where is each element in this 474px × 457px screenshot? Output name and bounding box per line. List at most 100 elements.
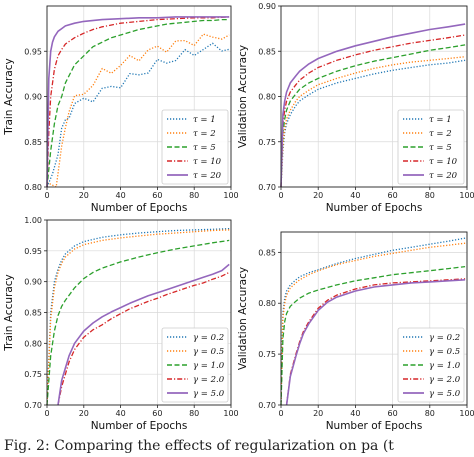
x-tick-label: 60 — [152, 191, 162, 200]
x-axis-label: Number of Epochs — [91, 420, 188, 432]
x-tick-label: 0 — [44, 409, 49, 418]
x-tick-label: 100 — [459, 191, 474, 200]
legend-entry: τ = 1 — [193, 115, 216, 125]
x-tick-label: 60 — [388, 409, 398, 418]
y-tick-label: 0.85 — [24, 138, 42, 147]
legend-entry: γ = 0.2 — [193, 333, 224, 343]
x-tick-label: 40 — [116, 409, 126, 418]
legend-entry: τ = 2 — [193, 129, 216, 139]
y-tick-label: 0.70 — [24, 401, 42, 410]
series-line-3 — [280, 44, 466, 188]
y-tick-label: 0.90 — [24, 93, 42, 102]
figure-caption: Fig. 2: Comparing the effects of regular… — [4, 438, 394, 454]
series-line-3 — [46, 18, 230, 188]
y-tick-label: 1.00 — [24, 216, 42, 225]
y-tick-label: 0.75 — [258, 138, 276, 147]
series-line-1 — [280, 237, 466, 406]
legend-entry: τ = 20 — [193, 171, 222, 181]
x-tick-label: 60 — [152, 409, 162, 418]
x-tick-label: 80 — [189, 191, 199, 200]
chart-bottom-right: 0 20 40 60 80 100 0.70 0.75 0.80 0.85 Number of Ep… — [237, 231, 474, 432]
legend-entry: γ = 1.0 — [193, 361, 225, 371]
series-line-5 — [46, 16, 230, 188]
y-tick-label: 0.85 — [24, 309, 42, 318]
series-line-5 — [57, 263, 230, 406]
chart-bottom-left: 0 20 40 60 80 100 0.70 0.75 0.80 0.85 0.90 0.95 1.00… — [3, 216, 239, 432]
legend-entry: γ = 2.0 — [193, 375, 225, 385]
legend-entry: τ = 10 — [193, 157, 222, 167]
y-tick-label: 0.80 — [24, 339, 42, 348]
chart-top-left: 0 20 40 60 80 100 0.80 0.85 0.90 0.95 Number of Ep… — [3, 5, 239, 214]
legend-entry: τ = 2 — [429, 129, 452, 139]
series-line-2 — [280, 242, 466, 406]
x-tick-label: 40 — [350, 409, 360, 418]
y-tick-label: 0.75 — [258, 350, 276, 359]
x-tick-label: 40 — [350, 191, 360, 200]
legend-entry: γ = 5.0 — [193, 389, 225, 399]
legend: τ = 1 τ = 2 τ = 5 τ = 10 τ = 20 — [161, 109, 229, 185]
x-axis-label: Number of Epochs — [326, 202, 423, 214]
legend-box — [397, 109, 465, 185]
y-tick-label: 0.85 — [258, 248, 276, 257]
x-tick-label: 80 — [425, 191, 435, 200]
y-tick-label: 0.80 — [258, 299, 276, 308]
figure: 0 20 40 60 80 100 0.80 0.85 0.90 0.95 Number of Ep… — [3, 2, 474, 432]
x-tick-label: 100 — [223, 191, 238, 200]
x-axis-label: Number of Epochs — [91, 202, 188, 214]
legend-entry: τ = 5 — [429, 143, 452, 153]
legend: γ = 0.2 γ = 0.5 γ = 1.0 γ = 2.0 γ = 5.0 — [161, 327, 229, 403]
y-tick-label: 0.95 — [24, 47, 42, 56]
y-tick-label: 0.70 — [258, 183, 276, 192]
x-axis-label: Number of Epochs — [326, 420, 423, 432]
x-tick-label: 100 — [459, 409, 474, 418]
y-tick-label: 0.90 — [258, 2, 276, 11]
y-axis-label: Train Accuracy — [3, 58, 15, 135]
x-tick-label: 0 — [278, 191, 283, 200]
x-tick-label: 60 — [388, 191, 398, 200]
series-line-1 — [46, 42, 230, 188]
y-axis-label: Validation Accuracy — [237, 45, 249, 148]
legend-entry: γ = 5.0 — [429, 389, 461, 399]
series-line-5 — [280, 23, 466, 188]
legend-box — [161, 109, 229, 185]
series-line-3 — [280, 265, 466, 406]
x-tick-label: 0 — [44, 191, 49, 200]
legend: τ = 1 τ = 2 τ = 5 τ = 10 τ = 20 — [397, 109, 465, 185]
y-axis-label: Train Accuracy — [3, 274, 15, 351]
series-line-2 — [46, 33, 230, 188]
legend-entry: τ = 20 — [429, 171, 458, 181]
x-tick-label: 20 — [313, 191, 323, 200]
series-line-4 — [280, 34, 466, 188]
x-tick-label: 80 — [425, 409, 435, 418]
series-line-5 — [285, 279, 466, 406]
y-tick-label: 0.80 — [258, 93, 276, 102]
legend-entry: γ = 2.0 — [429, 375, 461, 385]
y-tick-label: 0.80 — [24, 183, 42, 192]
series-line-1 — [46, 227, 230, 406]
legend-box — [397, 327, 465, 403]
legend-entry: τ = 1 — [429, 115, 452, 125]
legend-entry: γ = 0.2 — [429, 333, 460, 343]
chart-top-right: 0 20 40 60 80 100 0.70 0.75 0.80 0.85 0.90 Number o… — [237, 2, 474, 214]
x-tick-label: 20 — [313, 409, 323, 418]
series-line-4 — [46, 16, 230, 188]
legend-entry: γ = 0.5 — [193, 347, 224, 357]
series-line-3 — [46, 239, 230, 406]
legend-entry: τ = 5 — [193, 143, 216, 153]
y-tick-label: 0.90 — [24, 278, 42, 287]
plot-frame — [280, 231, 468, 406]
legend: γ = 0.2 γ = 0.5 γ = 1.0 γ = 2.0 γ = 5.0 — [397, 327, 465, 403]
x-tick-label: 40 — [116, 191, 126, 200]
y-tick-label: 0.95 — [24, 247, 42, 256]
legend-box — [161, 327, 229, 403]
series-line-1 — [280, 59, 466, 188]
y-axis-label: Validation Accuracy — [237, 267, 249, 370]
legend-entry: τ = 10 — [429, 157, 458, 167]
legend-entry: γ = 1.0 — [429, 361, 461, 371]
x-tick-label: 20 — [79, 409, 89, 418]
x-tick-label: 80 — [189, 409, 199, 418]
x-tick-label: 100 — [223, 409, 238, 418]
y-tick-label: 0.70 — [258, 401, 276, 410]
legend-entry: γ = 0.5 — [429, 347, 460, 357]
x-tick-label: 20 — [79, 191, 89, 200]
